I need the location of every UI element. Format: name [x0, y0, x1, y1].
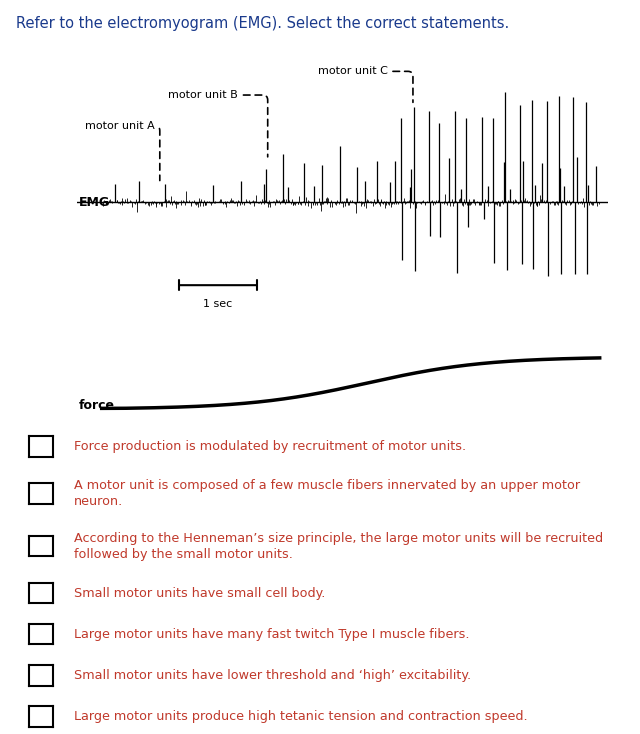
- Text: Small motor units have lower threshold and ‘high’ excitability.: Small motor units have lower threshold a…: [74, 669, 471, 682]
- Text: EMG: EMG: [79, 196, 109, 208]
- Text: Refer to the electromyogram (EMG). Select the correct statements.: Refer to the electromyogram (EMG). Selec…: [16, 16, 509, 31]
- Text: motor unit B: motor unit B: [168, 90, 268, 157]
- Text: Small motor units have small cell body.: Small motor units have small cell body.: [74, 586, 325, 600]
- Text: According to the Henneman’s size principle, the large motor units will be recrui: According to the Henneman’s size princip…: [74, 531, 603, 561]
- Text: Large motor units produce high tetanic tension and contraction speed.: Large motor units produce high tetanic t…: [74, 710, 527, 723]
- Text: motor unit C: motor unit C: [317, 66, 413, 102]
- Text: 1 sec: 1 sec: [204, 299, 232, 310]
- Text: motor unit A: motor unit A: [85, 121, 160, 181]
- Text: Force production is modulated by recruitment of motor units.: Force production is modulated by recruit…: [74, 440, 466, 453]
- Text: force: force: [79, 399, 115, 412]
- Text: A motor unit is composed of a few muscle fibers innervated by an upper motor
neu: A motor unit is composed of a few muscle…: [74, 479, 580, 508]
- Text: Large motor units have many fast twitch Type I muscle fibers.: Large motor units have many fast twitch …: [74, 628, 469, 641]
